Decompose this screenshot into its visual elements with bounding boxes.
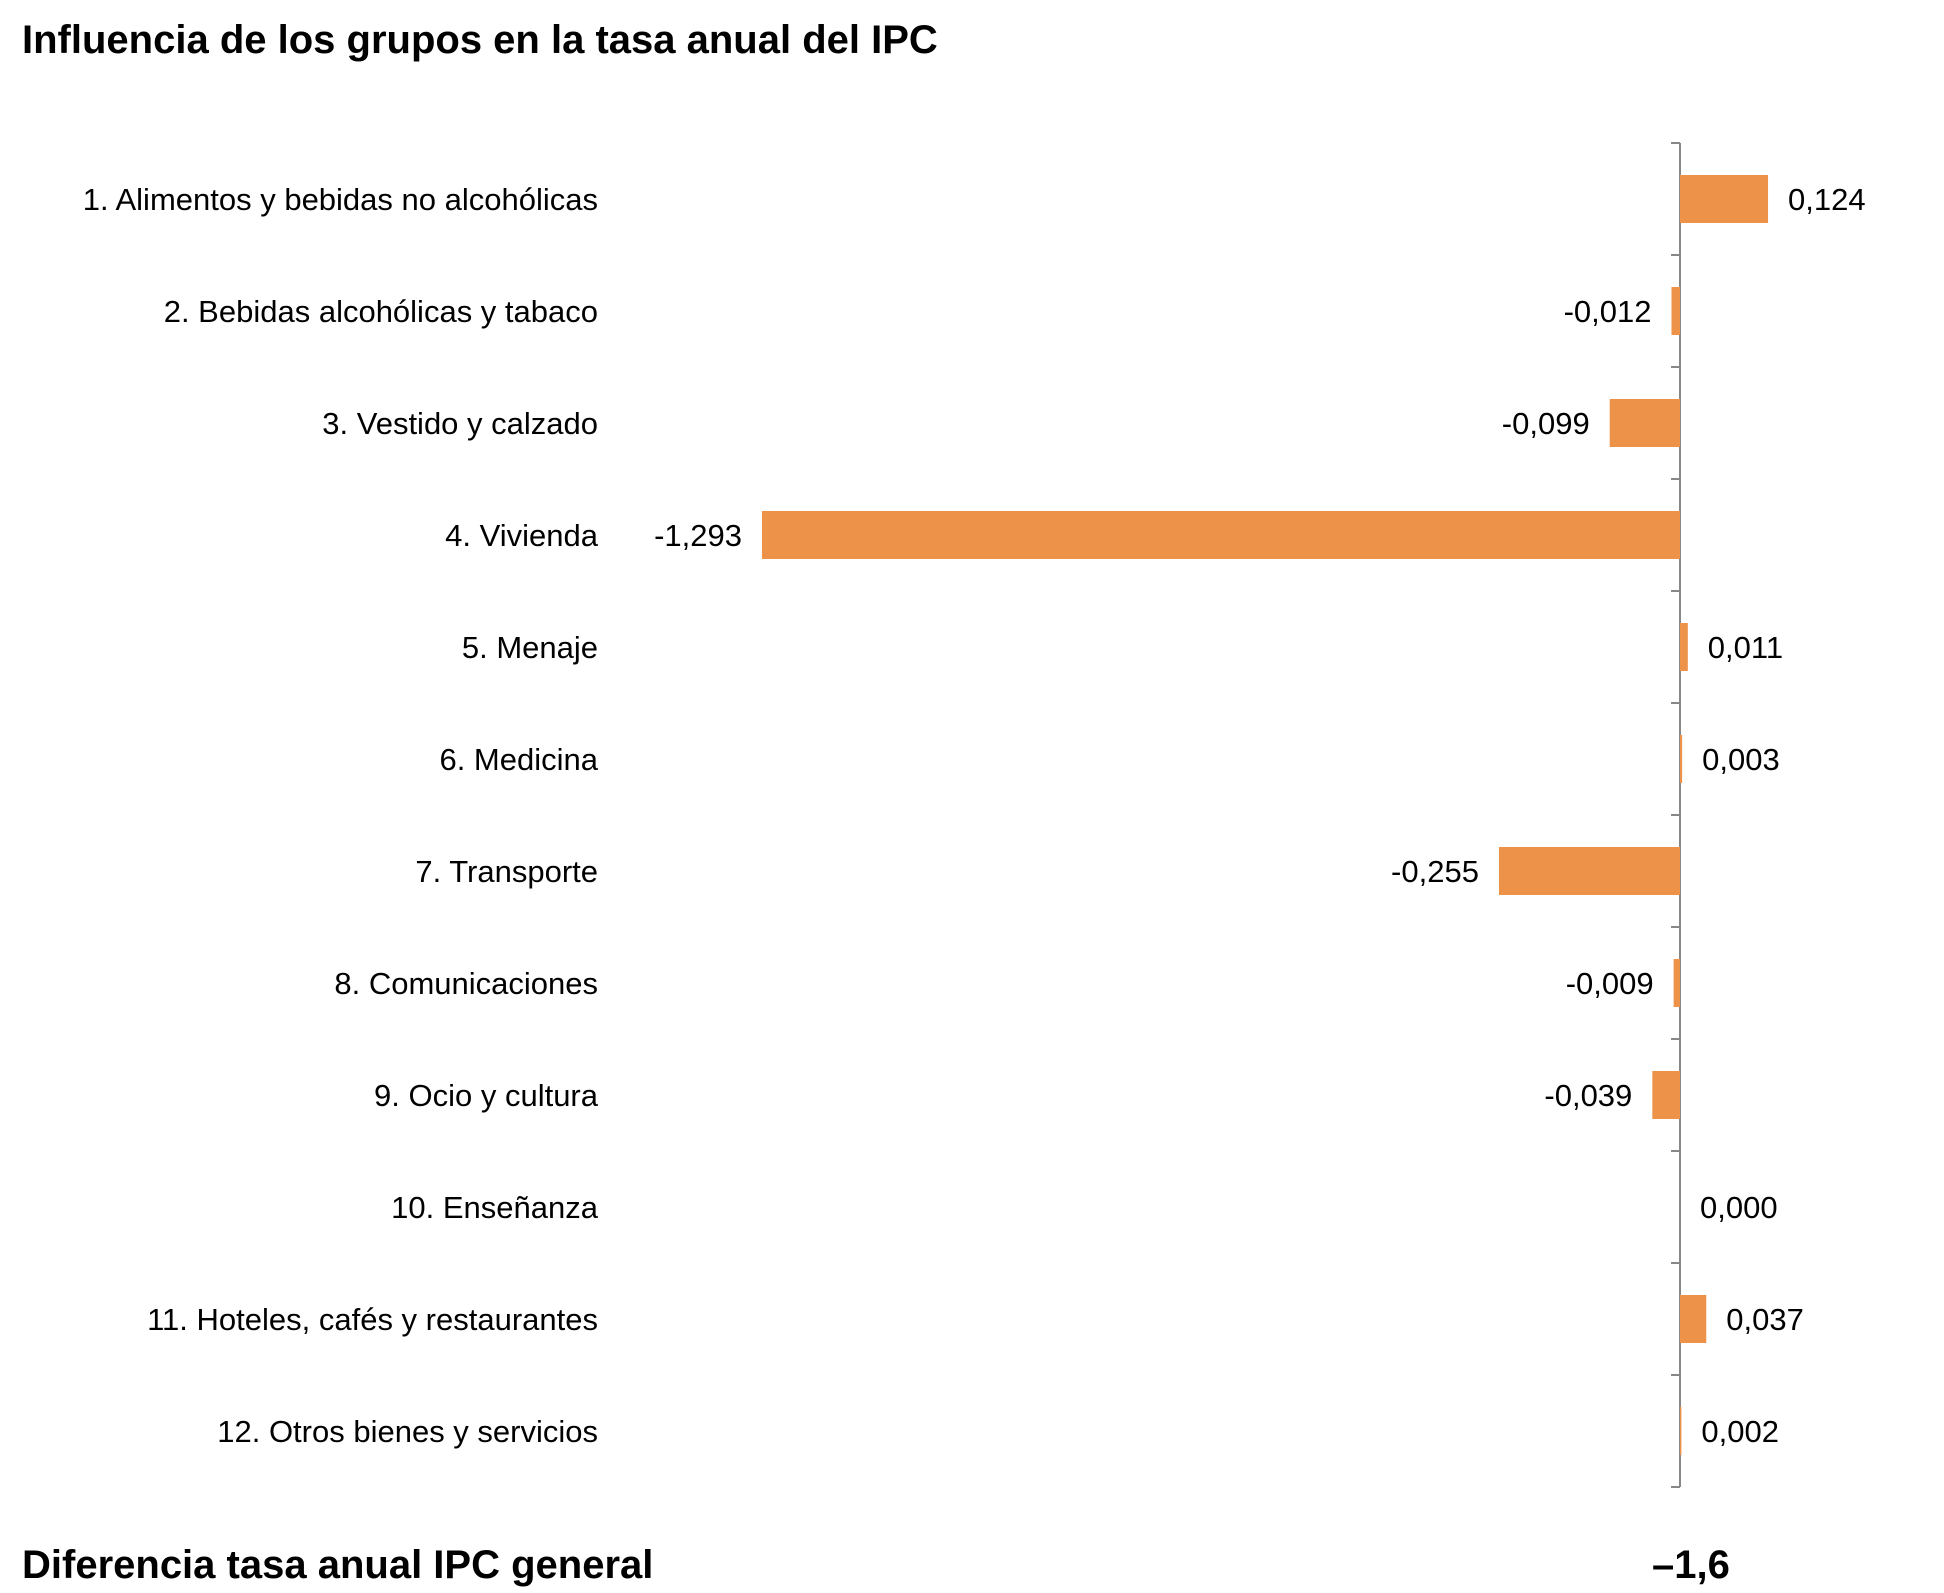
bar [1680, 623, 1688, 671]
data-label: 0,003 [1702, 742, 1780, 777]
category-label: 4. Vivienda [445, 518, 599, 553]
data-label: -0,009 [1566, 966, 1654, 1001]
data-label: -0,255 [1391, 854, 1479, 889]
data-label: 0,037 [1726, 1302, 1804, 1337]
bar [1680, 1407, 1682, 1455]
data-label: -0,012 [1564, 294, 1652, 329]
data-label: -1,293 [654, 518, 742, 553]
category-label: 12. Otros bienes y servicios [217, 1414, 598, 1449]
footer-label: Diferencia tasa anual IPC general [22, 1543, 654, 1587]
data-label: 0,124 [1788, 182, 1866, 217]
bar [1652, 1071, 1680, 1119]
category-label: 3. Vestido y calzado [322, 406, 598, 441]
bar [1680, 175, 1769, 223]
bar [1680, 1295, 1707, 1343]
category-label: 9. Ocio y cultura [374, 1078, 599, 1113]
bar [761, 511, 1680, 559]
category-label: 7. Transporte [415, 854, 598, 889]
bar [1680, 735, 1683, 783]
bar [1671, 287, 1680, 335]
category-label: 6. Medicina [439, 742, 598, 777]
category-label: 11. Hoteles, cafés y restaurantes [147, 1302, 598, 1337]
data-label: -0,039 [1544, 1078, 1632, 1113]
data-label: -0,099 [1502, 406, 1590, 441]
footer-value: –1,6 [1652, 1543, 1730, 1587]
bar [1609, 399, 1680, 447]
category-label: 5. Menaje [462, 630, 598, 665]
category-label: 2. Bebidas alcohólicas y tabaco [164, 294, 598, 329]
data-label: 0,002 [1701, 1414, 1779, 1449]
category-label: 8. Comunicaciones [334, 966, 598, 1001]
category-label: 10. Enseñanza [391, 1190, 599, 1225]
data-label: 0,011 [1708, 630, 1783, 665]
category-label: 1. Alimentos y bebidas no alcohólicas [83, 182, 598, 217]
bar [1498, 847, 1680, 895]
chart-title: Influencia de los grupos en la tasa anua… [22, 18, 938, 62]
bar [1673, 959, 1680, 1007]
data-label: 0,000 [1700, 1190, 1778, 1225]
